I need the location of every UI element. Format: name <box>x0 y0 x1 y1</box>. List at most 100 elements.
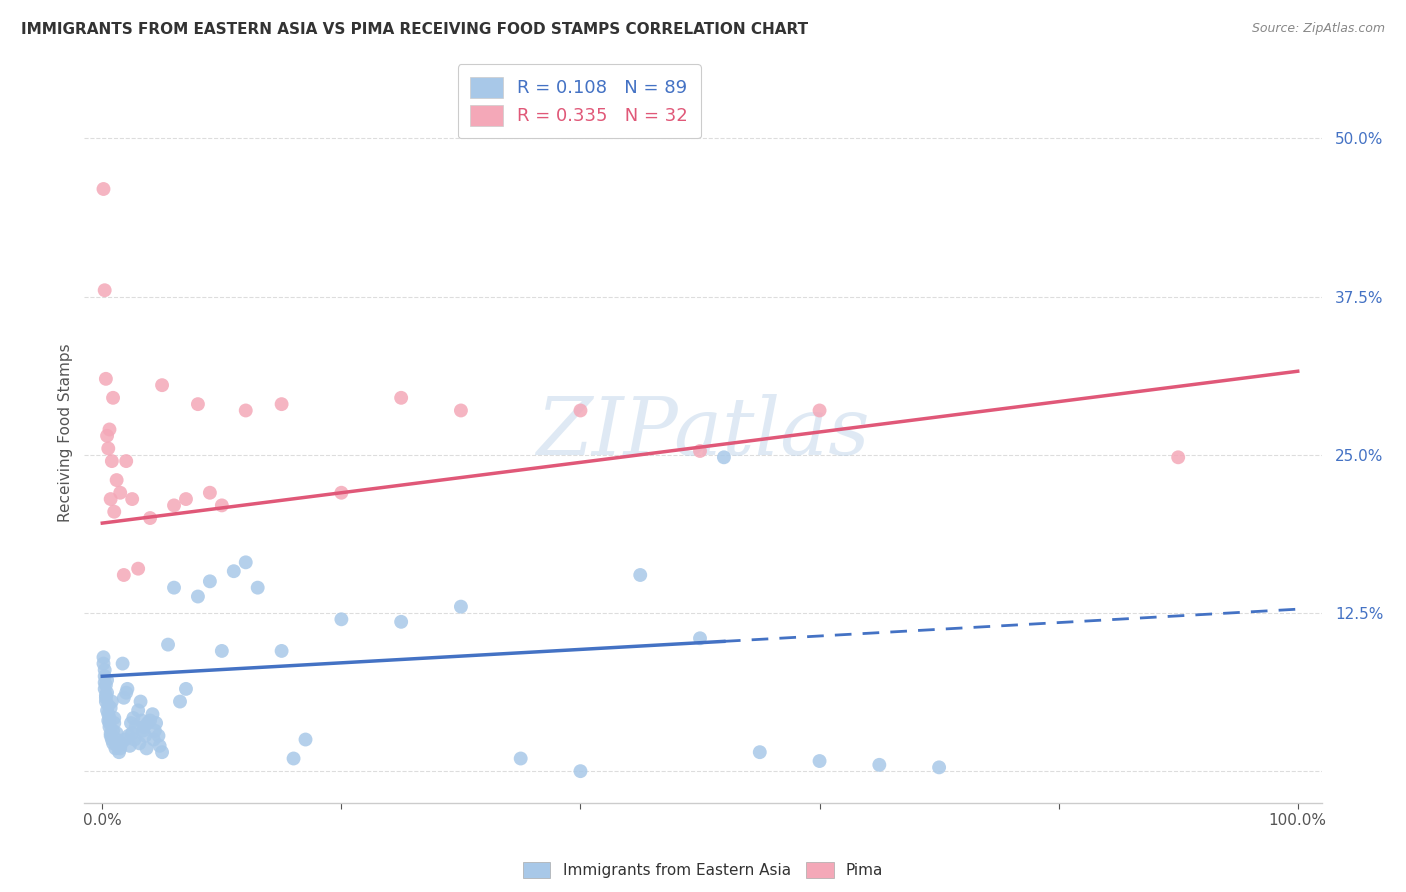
Point <box>163 581 186 595</box>
Point <box>93 663 115 677</box>
Text: Source: ZipAtlas.com: Source: ZipAtlas.com <box>1251 22 1385 36</box>
Point <box>748 745 770 759</box>
Point <box>96 703 118 717</box>
Point <box>101 736 124 750</box>
Point <box>120 716 142 731</box>
Point <box>114 732 136 747</box>
Point <box>187 397 209 411</box>
Point <box>97 707 120 722</box>
Point <box>330 485 353 500</box>
Point <box>222 564 245 578</box>
Point <box>98 422 121 436</box>
Point <box>141 707 163 722</box>
Point <box>450 403 472 417</box>
Legend: R = 0.108   N = 89, R = 0.335   N = 32: R = 0.108 N = 89, R = 0.335 N = 32 <box>458 64 700 138</box>
Point <box>713 450 735 465</box>
Point <box>136 716 159 731</box>
Point <box>294 732 316 747</box>
Point <box>134 720 156 734</box>
Point <box>150 378 173 392</box>
Point <box>808 403 831 417</box>
Point <box>96 686 118 700</box>
Point <box>868 757 890 772</box>
Point <box>149 739 172 753</box>
Point <box>115 454 138 468</box>
Point <box>174 491 197 506</box>
Point <box>450 599 472 614</box>
Point <box>105 732 128 747</box>
Point <box>127 703 149 717</box>
Point <box>97 698 120 713</box>
Point <box>93 681 115 696</box>
Point <box>110 741 132 756</box>
Point <box>121 726 143 740</box>
Point <box>142 732 165 747</box>
Point <box>174 681 197 696</box>
Point <box>389 615 412 629</box>
Point <box>122 711 145 725</box>
Point <box>94 694 117 708</box>
Point <box>98 720 121 734</box>
Point <box>198 485 221 500</box>
Point <box>283 751 305 765</box>
Point <box>110 485 132 500</box>
Point <box>129 694 152 708</box>
Point <box>135 741 157 756</box>
Point <box>94 678 117 692</box>
Point <box>270 644 292 658</box>
Point <box>108 745 131 759</box>
Point <box>100 729 122 743</box>
Point <box>389 391 412 405</box>
Point <box>94 688 117 702</box>
Point <box>103 505 125 519</box>
Point <box>93 283 115 297</box>
Point <box>235 555 257 569</box>
Point <box>93 650 115 665</box>
Point <box>98 716 121 731</box>
Point <box>148 729 170 743</box>
Point <box>211 499 233 513</box>
Text: ZIPatlas: ZIPatlas <box>536 394 870 471</box>
Point <box>139 714 162 728</box>
Point <box>93 669 115 683</box>
Point <box>97 714 120 728</box>
Point <box>103 711 125 725</box>
Point <box>107 739 129 753</box>
Point <box>100 491 122 506</box>
Point <box>94 690 117 705</box>
Point <box>110 736 132 750</box>
Point <box>509 751 531 765</box>
Point <box>125 720 148 734</box>
Point <box>139 511 162 525</box>
Point <box>235 403 257 417</box>
Point <box>100 701 122 715</box>
Point <box>689 632 711 646</box>
Point <box>121 491 143 506</box>
Point <box>124 732 146 747</box>
Point <box>569 764 592 779</box>
Point <box>103 716 125 731</box>
Point <box>198 574 221 589</box>
Point <box>117 729 139 743</box>
Point <box>105 473 128 487</box>
Point <box>169 694 191 708</box>
Point <box>134 729 156 743</box>
Point <box>105 726 128 740</box>
Point <box>97 442 120 456</box>
Point <box>132 723 155 738</box>
Point <box>143 723 166 738</box>
Point <box>115 686 138 700</box>
Point <box>628 568 651 582</box>
Point <box>270 397 292 411</box>
Point <box>96 673 118 687</box>
Point <box>145 716 167 731</box>
Point <box>808 754 831 768</box>
Point <box>330 612 353 626</box>
Point <box>131 714 153 728</box>
Point <box>211 644 233 658</box>
Point <box>246 581 269 595</box>
Point <box>112 568 135 582</box>
Point <box>101 732 124 747</box>
Point <box>118 739 141 753</box>
Point <box>150 745 173 759</box>
